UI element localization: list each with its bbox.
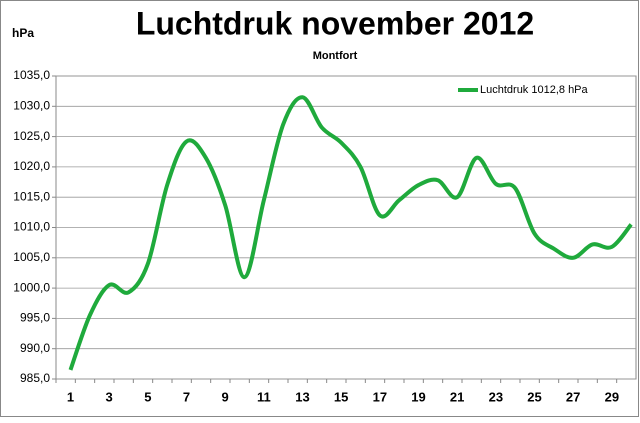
y-tick-label: 990,0 <box>20 341 50 355</box>
y-tick-label: 985,0 <box>20 371 50 385</box>
chart-subtitle: Montfort <box>313 50 358 62</box>
y-axis-label: hPa <box>12 26 34 40</box>
x-tick-label: 1 <box>67 389 74 404</box>
x-tick-label: 11 <box>257 389 271 404</box>
y-tick-label: 1000,0 <box>13 280 50 294</box>
x-tick-label: 13 <box>295 389 309 404</box>
x-tick-label: 3 <box>106 389 113 404</box>
y-tick-label: 1015,0 <box>13 189 50 203</box>
x-tick-label: 15 <box>334 389 348 404</box>
x-tick-label: 5 <box>144 389 151 404</box>
y-tick-label: 1025,0 <box>13 129 50 143</box>
x-tick-label: 9 <box>222 389 229 404</box>
x-tick-label: 29 <box>605 389 619 404</box>
series-line <box>68 95 633 371</box>
y-tick-label: 1035,0 <box>13 68 50 82</box>
x-tick-label: 25 <box>527 389 541 404</box>
x-tick-label: 7 <box>183 389 190 404</box>
x-tick-label: 21 <box>450 389 464 404</box>
chart-title: Luchtdruk november 2012 <box>136 5 534 41</box>
legend-label: Luchtdruk 1012,8 hPa <box>480 84 589 96</box>
x-tick-label: 19 <box>411 389 425 404</box>
x-tick-label: 17 <box>373 389 387 404</box>
y-tick-label: 995,0 <box>20 311 50 325</box>
x-tick-label: 23 <box>489 389 503 404</box>
y-tick-label: 1005,0 <box>13 250 50 264</box>
y-tick-label: 1010,0 <box>13 220 50 234</box>
y-tick-label: 1030,0 <box>13 98 50 112</box>
x-tick-label: 27 <box>566 389 580 404</box>
y-tick-label: 1020,0 <box>13 159 50 173</box>
